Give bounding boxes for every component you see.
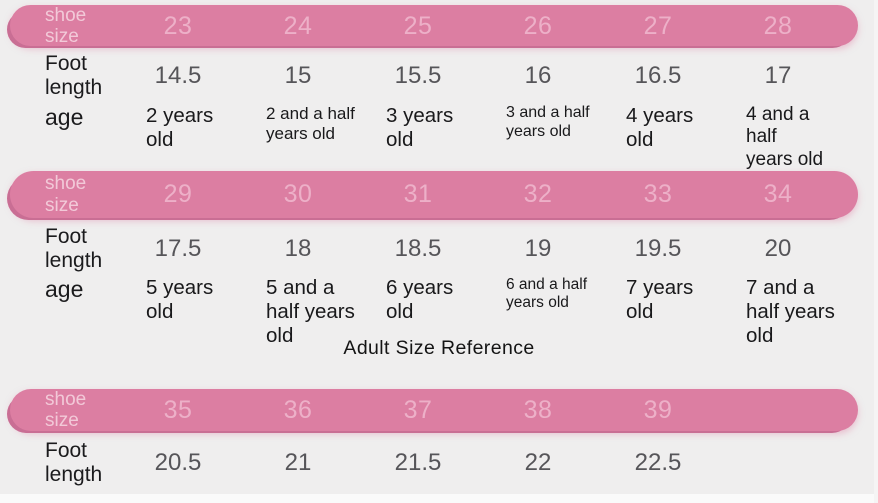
foot-length-label-1: Foot length: [45, 51, 103, 99]
foot-length-value: 16.5: [634, 62, 682, 89]
foot-length-value: 18: [284, 235, 312, 262]
shoe-size-36: 36: [283, 395, 313, 424]
kids-size-header-row-2: shoe size 29 30 31 32 33 34: [10, 171, 858, 218]
age-value: 5 years old: [146, 276, 214, 324]
foot-length-row-2: Foot length 17.5 18 18.5 19 19.5 20: [10, 224, 858, 274]
age-row-2: age 5 years old 5 and a half years old 6…: [10, 276, 858, 349]
shoe-size-32: 32: [523, 180, 553, 208]
shoe-size-26: 26: [523, 11, 553, 40]
age-value: 4 years old: [626, 104, 694, 152]
age-value: 7 and a half years old: [746, 276, 835, 348]
age-row-1: age 2 years old 2 and a half years old 3…: [10, 104, 858, 171]
shoe-size-33: 33: [643, 180, 673, 208]
foot-length-value: 17: [764, 62, 792, 89]
shoe-size-28: 28: [763, 11, 793, 40]
adult-size-reference-title: Adult Size Reference: [343, 337, 535, 359]
shoe-size-27: 27: [643, 11, 673, 40]
foot-length-row-1: Foot length 14.5 15 15.5 16 16.5 17: [10, 51, 858, 101]
foot-length-value: 19.5: [634, 235, 682, 262]
shoe-size-label-2: shoe size: [45, 173, 87, 216]
foot-length-value: 20.5: [154, 449, 202, 476]
foot-length-value: 20: [764, 235, 792, 262]
foot-length-value: 16: [524, 62, 552, 89]
age-value: 5 and a half years old: [266, 276, 355, 348]
age-label-2: age: [45, 276, 84, 302]
foot-length-value: 14.5: [154, 62, 202, 89]
foot-length-value: 21: [284, 449, 312, 476]
foot-length-row-3: Foot length 20.5 21 21.5 22 22.5: [10, 438, 858, 488]
foot-length-label-2: Foot length: [45, 224, 103, 272]
foot-length-value: 15.5: [394, 62, 442, 89]
foot-length-value: 17.5: [154, 235, 202, 262]
shoe-size-23: 23: [163, 11, 193, 40]
shoe-size-25: 25: [403, 11, 433, 40]
foot-length-value: 22.5: [634, 449, 682, 476]
adult-size-header-row: shoe size 35 36 37 38 39: [10, 389, 858, 431]
age-value: 2 and a half years old: [266, 104, 355, 144]
foot-length-value: 19: [524, 235, 552, 262]
age-value: 2 years old: [146, 104, 214, 152]
age-value: 3 years old: [386, 104, 454, 152]
right-white-strip: [874, 0, 878, 503]
foot-length-value: 18.5: [394, 235, 442, 262]
age-value: 6 and a half years old: [506, 276, 588, 312]
shoe-size-35: 35: [163, 395, 193, 424]
shoe-size-38: 38: [523, 395, 553, 424]
age-label-1: age: [45, 104, 84, 130]
age-value: 6 years old: [386, 276, 454, 324]
shoe-size-label-3: shoe size: [45, 389, 87, 432]
foot-length-value: 22: [524, 449, 552, 476]
kids-size-header-row-1: shoe size 23 24 25 26 27 28: [10, 5, 858, 48]
shoe-size-37: 37: [403, 395, 433, 424]
shoe-size-34: 34: [763, 180, 793, 208]
bottom-white-strip: [0, 494, 878, 503]
foot-length-label-3: Foot length: [45, 438, 103, 486]
shoe-size-29: 29: [163, 180, 193, 208]
foot-length-value: 15: [284, 62, 312, 89]
age-value: 4 and a half years old: [746, 104, 824, 170]
foot-length-value: 21.5: [394, 449, 442, 476]
shoe-size-24: 24: [283, 11, 313, 40]
shoe-size-30: 30: [283, 180, 313, 208]
shoe-size-31: 31: [403, 180, 433, 208]
shoe-size-label-1: shoe size: [45, 5, 87, 48]
age-value: 7 years old: [626, 276, 694, 324]
shoe-size-39: 39: [643, 395, 673, 424]
age-value: 3 and a half years old: [506, 104, 590, 140]
